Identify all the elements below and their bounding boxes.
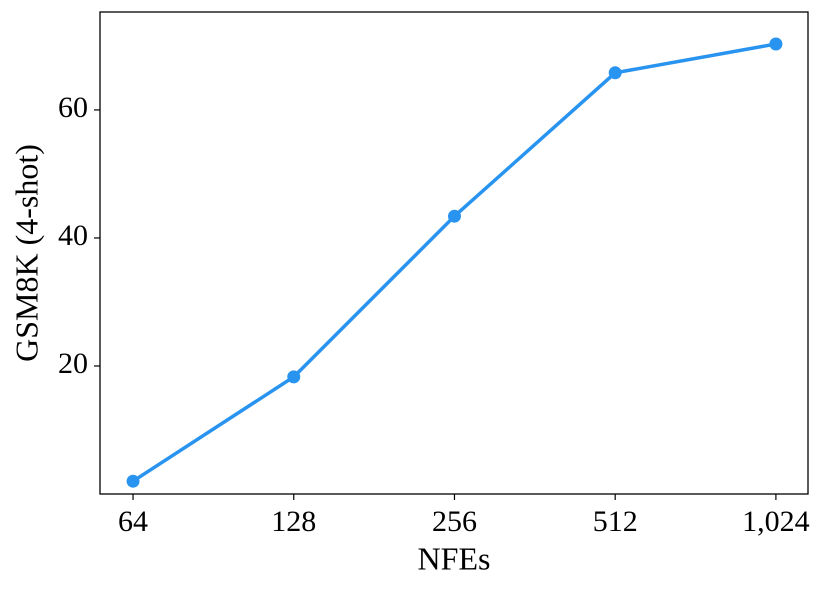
x-tick-label: 256 [432,505,477,538]
point [126,474,140,488]
y-tick-label: 60 [58,91,88,124]
point [447,209,461,223]
x-tick-label: 512 [593,505,638,538]
y-axis-label: GSM8K (4-shot) [8,144,44,362]
y-tick-label: 20 [58,347,88,380]
y-tick-label: 40 [58,219,88,252]
line [132,42,777,483]
point [287,370,301,384]
point [608,66,622,80]
x-tick-label: 1,024 [742,505,810,538]
x-axis-label: NFEs [418,540,491,576]
x-tick-label: 128 [271,505,316,538]
x-tick-label: 64 [118,505,148,538]
plot-frame [99,11,809,495]
point [769,37,783,51]
